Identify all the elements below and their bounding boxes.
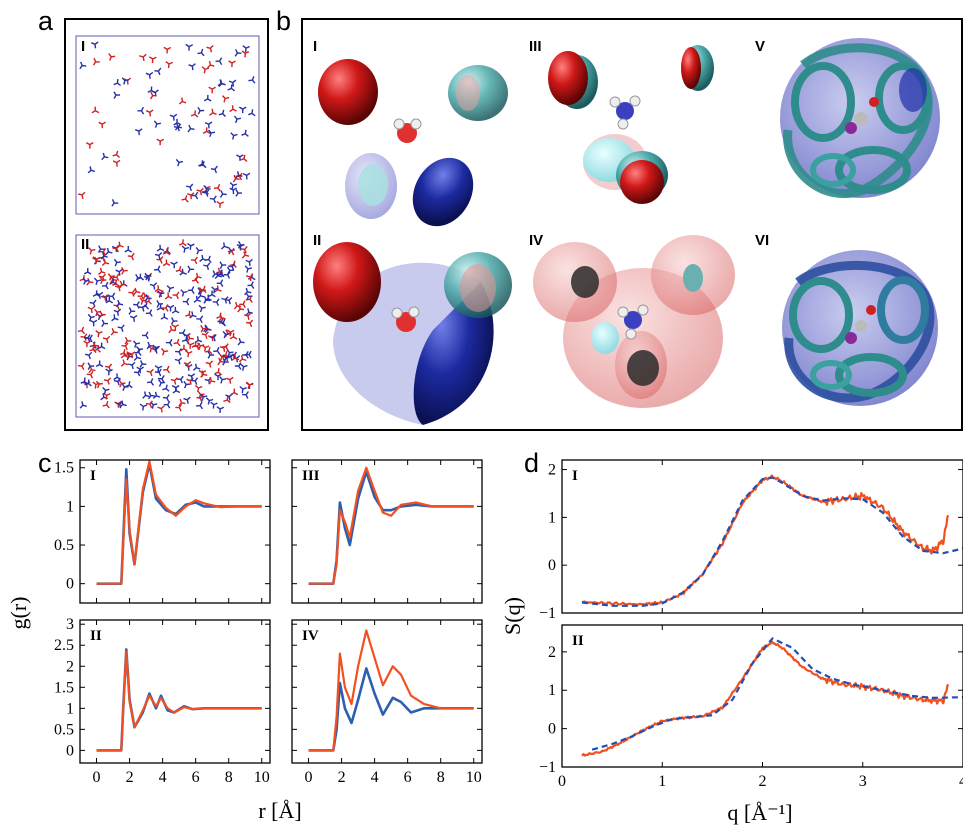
ytick-label-c-II-2: 1 xyxy=(66,700,74,717)
xtick-label-c-IV-5: 10 xyxy=(466,769,482,786)
series-c-IV-0 xyxy=(308,667,474,752)
subplot-label-c-I: I xyxy=(90,468,96,484)
xtick-label-c-II-2: 4 xyxy=(159,769,167,786)
xtick-label-d-II-3: 3 xyxy=(859,773,867,790)
ytick-label-d-II-2: 1 xyxy=(548,682,556,699)
plot-c-IV: 0 2 4 6 8 10 IV xyxy=(291,619,483,786)
subplot-label-c-IV: IV xyxy=(302,628,319,644)
frame-c-I xyxy=(79,459,271,604)
ytick-label-c-I-1: 0.5 xyxy=(54,537,74,554)
xtick-label-c-IV-1: 2 xyxy=(338,769,346,786)
panel-label-a: a xyxy=(38,6,54,36)
panel-label-c: c xyxy=(38,448,52,478)
ytick-label-d-II-3: 2 xyxy=(548,644,556,661)
series-d-II-0 xyxy=(581,640,950,757)
panel-b-label-I: I xyxy=(313,38,318,55)
panel-b-label-V: V xyxy=(755,38,766,55)
panel-b-frame: I III V II IV VI xyxy=(301,18,963,431)
ytick-label-d-II-0: −1 xyxy=(539,759,556,776)
series-c-II-1 xyxy=(96,650,262,752)
panel-a-label-I: I xyxy=(81,38,86,55)
panel-b-label-III: III xyxy=(529,38,542,55)
plot-d-I: −1 0 1 2 I xyxy=(539,459,963,622)
plot-c-II: 0 2 4 6 8 10 0 0.5 1 1.5 2 2.5 3 II xyxy=(54,616,271,786)
isosurface-IV xyxy=(533,235,735,408)
ytick-label-d-I-3: 2 xyxy=(548,462,556,479)
xtick-label-c-II-4: 8 xyxy=(225,769,233,786)
xtick-label-c-IV-0: 0 xyxy=(305,769,313,786)
series-d-I-0 xyxy=(581,474,950,607)
frame-c-II xyxy=(79,619,271,764)
panel-label-b: b xyxy=(276,6,292,36)
panel-a-simulation-boxes xyxy=(75,35,260,418)
xtick-label-d-II-2: 2 xyxy=(759,773,767,790)
ytick-label-c-II-3: 1.5 xyxy=(54,679,74,696)
ytick-label-d-I-0: −1 xyxy=(539,605,556,622)
xtick-label-c-II-5: 10 xyxy=(254,769,270,786)
ytick-label-c-II-5: 2.5 xyxy=(54,637,74,654)
frame-c-IV xyxy=(291,619,483,764)
series-c-IV-1 xyxy=(308,629,474,752)
molecule-ammonium-IV xyxy=(617,304,649,340)
subplot-label-d-II: II xyxy=(572,633,584,649)
ytick-label-d-I-2: 1 xyxy=(548,509,556,526)
molecule-ammonium-III xyxy=(609,95,641,130)
isosurface-III xyxy=(548,45,714,204)
plot-c-I: 0 0.5 1 1.5 I xyxy=(54,459,271,604)
xtick-label-d-II-0: 0 xyxy=(558,773,566,790)
xtick-label-d-II-1: 1 xyxy=(658,773,666,790)
panel-a-label-II: II xyxy=(81,236,90,253)
isosurface-II xyxy=(313,242,512,425)
panel-b-label-II: II xyxy=(313,232,322,249)
series-c-III-1 xyxy=(308,466,474,585)
ytick-label-c-I-3: 1.5 xyxy=(54,460,74,477)
ytick-label-d-I-1: 0 xyxy=(548,557,556,574)
isosurface-VI xyxy=(782,250,938,406)
molecules-box-II xyxy=(77,239,256,414)
frame-c-III xyxy=(291,459,483,604)
panel-label-d: d xyxy=(524,448,540,478)
xtick-label-c-IV-4: 8 xyxy=(437,769,445,786)
panel-a-frame: I II xyxy=(64,18,269,431)
ytick-label-c-I-0: 0 xyxy=(66,576,74,593)
axis-label-c-y: g(r) xyxy=(6,597,31,630)
series-c-III-0 xyxy=(308,470,474,585)
axis-label-d-x: q [Å⁻¹] xyxy=(727,800,792,825)
isosurface-V xyxy=(780,38,940,199)
ytick-label-c-I-2: 1 xyxy=(66,498,74,515)
isosurface-I xyxy=(318,59,508,227)
ytick-label-c-II-4: 2 xyxy=(66,658,74,675)
sim-box-II xyxy=(75,234,260,418)
series-d-II-1 xyxy=(591,637,963,751)
axis-label-c-x: r [Å] xyxy=(258,798,301,823)
ytick-label-d-II-1: 0 xyxy=(548,721,556,738)
ytick-label-c-II-6: 3 xyxy=(66,616,74,633)
subplot-label-c-III: III xyxy=(302,468,320,484)
panel-b-label-VI: VI xyxy=(755,232,770,249)
ytick-label-c-II-1: 0.5 xyxy=(54,721,74,738)
ytick-label-c-II-0: 0 xyxy=(66,742,74,759)
xtick-label-c-II-0: 0 xyxy=(93,769,101,786)
axis-label-d-y: S(q) xyxy=(500,597,525,635)
molecule-water-II xyxy=(391,306,420,332)
plot-c-III: III xyxy=(291,459,483,604)
panel-b-isosurfaces xyxy=(313,38,940,425)
xtick-label-c-IV-3: 6 xyxy=(404,769,412,786)
xtick-label-c-II-3: 6 xyxy=(192,769,200,786)
molecules-box-I xyxy=(78,41,256,208)
xtick-label-c-IV-2: 4 xyxy=(371,769,379,786)
series-d-I-1 xyxy=(581,476,963,607)
sim-box-I xyxy=(75,35,260,215)
xtick-label-c-II-1: 2 xyxy=(126,769,134,786)
panel-b-label-IV: IV xyxy=(529,232,544,249)
xtick-label-d-II-4: 4 xyxy=(959,773,963,790)
series-c-I-1 xyxy=(96,460,262,585)
molecule-water-I xyxy=(393,118,422,143)
subplot-label-d-I: I xyxy=(572,468,578,484)
subplot-label-c-II: II xyxy=(90,628,102,644)
